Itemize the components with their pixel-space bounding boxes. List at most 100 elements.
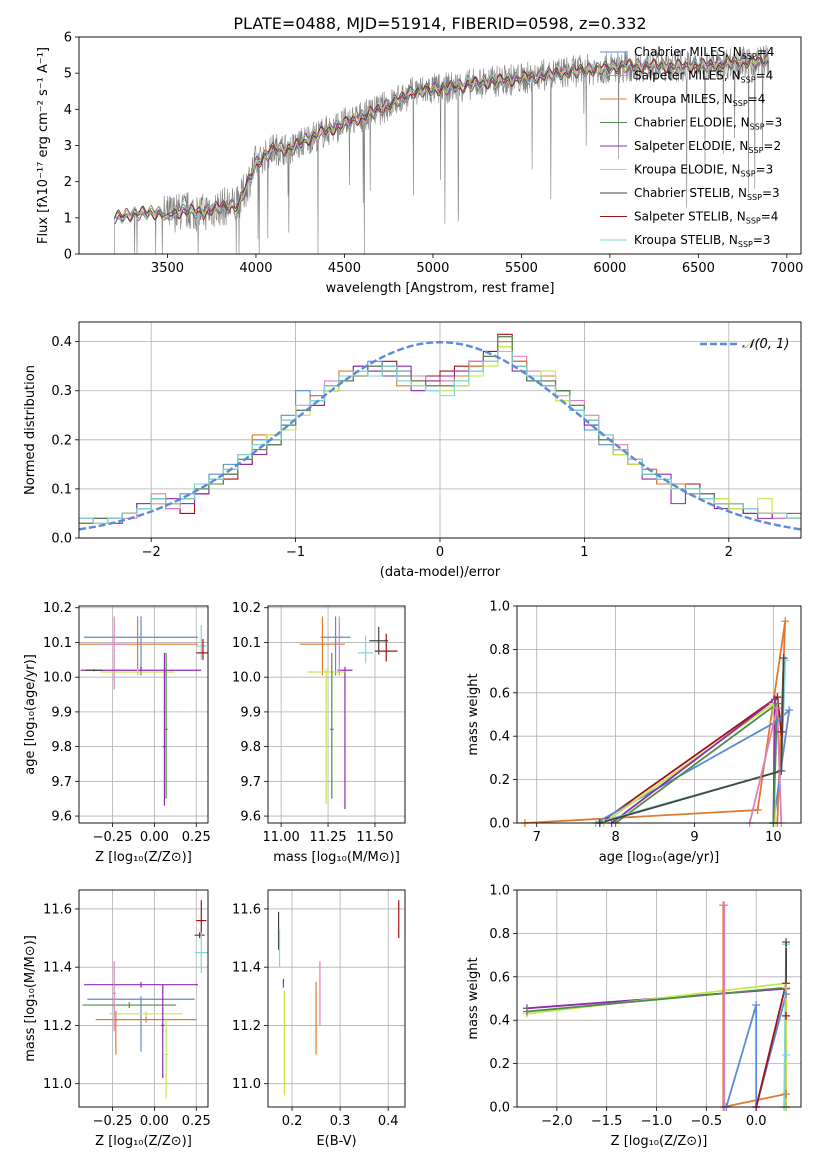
y-tick-label: 1 xyxy=(64,211,72,226)
plot-area xyxy=(299,616,398,810)
x-tick-label: −0.25 xyxy=(93,1114,133,1129)
y-tick-label: 11.4 xyxy=(232,961,261,976)
plot-area xyxy=(79,333,801,531)
axes-frame xyxy=(516,605,802,824)
axes-frame xyxy=(78,605,209,824)
x-tick-label: 0 xyxy=(436,545,444,560)
x-tick-label: 0.3 xyxy=(330,1114,351,1129)
marker xyxy=(785,706,794,715)
errorbar-point xyxy=(85,669,103,672)
mass-weight-line xyxy=(722,905,787,1107)
x-axis-label: wavelength [Angstrom, rest frame] xyxy=(326,281,555,296)
axes-frame xyxy=(516,889,802,1108)
axes-frame xyxy=(267,605,406,824)
x-tick-label: 1 xyxy=(580,545,588,560)
marker xyxy=(782,1089,791,1098)
marker xyxy=(781,617,790,626)
y-axis-label: Flux [fλ10⁻¹⁷ erg cm⁻² s⁻¹ A⁻¹] xyxy=(36,47,51,244)
y-tick-label: 9.9 xyxy=(51,705,72,720)
y-tick-label: 9.8 xyxy=(240,740,261,755)
y-axis-label: mass weight xyxy=(466,957,481,1039)
y-axis-label: Normed distribution xyxy=(23,365,38,495)
x-tick-label: 11.00 xyxy=(263,830,300,845)
x-tick-label: −0.5 xyxy=(691,1114,723,1129)
y-tick-label: 0.0 xyxy=(489,817,510,832)
y-tick-label: 0.4 xyxy=(489,730,510,745)
mass-weight-line xyxy=(615,701,779,823)
legend-label: Salpeter STELIB, NSSP=4 xyxy=(634,210,778,226)
legend-label: Chabrier STELIB, NSSP=3 xyxy=(634,186,780,202)
marker xyxy=(752,1001,761,1010)
x-tick-label: 4500 xyxy=(328,261,361,276)
model-line xyxy=(115,53,770,221)
plot-area xyxy=(524,621,791,823)
model-line xyxy=(114,53,769,224)
mass-weight-line xyxy=(595,660,787,823)
panel-mass-vs-Z: −0.25 0.00 0.25 11.0 11.2 11.4 11.6 Z [log₁₀(Z/… xyxy=(23,889,211,1149)
legend-label: Kroupa ELODIE, NSSP=3 xyxy=(634,163,773,179)
legend-label: Chabrier ELODIE, NSSP=3 xyxy=(634,116,782,132)
x-tick-label: 4000 xyxy=(239,261,272,276)
marker xyxy=(782,1011,791,1020)
x-tick-label: 0.25 xyxy=(182,830,211,845)
marker xyxy=(522,1007,531,1016)
gaussian-curve xyxy=(79,340,801,531)
histogram-step xyxy=(79,350,801,524)
x-tick-label: 5500 xyxy=(505,261,538,276)
x-tick-label: 0.4 xyxy=(378,1114,399,1129)
mass-weight-line xyxy=(526,982,787,1015)
y-tick-label: 10.2 xyxy=(43,601,72,616)
y-tick-label: 10.2 xyxy=(232,601,261,616)
panel-residuals: −2 −1 0 1 2 0.0 0.1 0.2 0.3 0.4 (data-model)/error… xyxy=(23,321,802,580)
errorbar-point xyxy=(79,616,198,676)
marker xyxy=(779,654,788,663)
legend-label: Salpeter ELODIE, NSSP=2 xyxy=(634,139,781,155)
y-tick-label: 0.6 xyxy=(489,970,510,985)
y-tick-label: 4 xyxy=(64,103,72,118)
x-tick-label: 11.50 xyxy=(356,830,393,845)
y-tick-label: 1.0 xyxy=(489,600,510,615)
marker xyxy=(770,695,779,704)
errorbar-point xyxy=(84,981,198,988)
panel-spectrum: 3500 4000 4500 5000 5500 6000 6500 7000 0 1 2 3 4 5 6 w… xyxy=(36,31,803,297)
y-tick-label: 11.2 xyxy=(43,1019,72,1034)
y-tick-label: 0.6 xyxy=(489,686,510,701)
x-tick-label: 3500 xyxy=(151,261,184,276)
mass-weight-line xyxy=(611,697,776,823)
marker xyxy=(781,656,790,665)
errorbar-point xyxy=(337,666,353,810)
panel-mass-weight-vs-age: 7 8 9 10 0.0 0.2 0.4 0.6 0.8 1.0 age [log₁₀(age/yr… xyxy=(466,600,802,865)
errorbar-point xyxy=(100,616,128,690)
legend-label: Salpeter MILES, NSSP=4 xyxy=(634,69,773,85)
x-tick-label: 7 xyxy=(533,830,541,845)
x-tick-label: 0.2 xyxy=(282,1114,303,1129)
plots: 3500 4000 4500 5000 5500 6000 6500 7000 0 1 2 3 4 5 6 w… xyxy=(23,31,803,1150)
y-tick-label: 10.0 xyxy=(43,671,72,686)
errorbar-point xyxy=(196,900,207,936)
x-tick-label: −0.25 xyxy=(93,830,133,845)
y-tick-label: 0.2 xyxy=(489,1057,510,1072)
x-axis-label: Z [log₁₀(Z/Z⊙)] xyxy=(611,1134,708,1149)
panel-mass-weight-vs-Z: −2.0 −1.5 −1.0 −0.5 0.0 0.0 0.2 0.4 0.6 0.8 1.0 Z [… xyxy=(466,884,802,1149)
y-tick-label: 11.0 xyxy=(232,1077,261,1092)
errorbar-point xyxy=(194,932,205,939)
axes-frame xyxy=(78,36,802,255)
y-tick-label: 1.0 xyxy=(489,884,510,899)
legend-label: Kroupa STELIB, NSSP=3 xyxy=(634,233,771,249)
errorbar-point xyxy=(82,1002,177,1008)
y-tick-label: 9.7 xyxy=(240,775,261,790)
y-axis-label: mass [log₁₀(M/M⊙)] xyxy=(23,935,38,1062)
y-tick-label: 6 xyxy=(64,31,72,46)
marker xyxy=(782,1050,791,1059)
x-tick-label: −2.0 xyxy=(541,1114,573,1129)
errorbar-point xyxy=(329,652,334,799)
errorbar-point xyxy=(307,668,345,804)
errorbar-point xyxy=(337,616,342,676)
marker xyxy=(782,983,791,992)
y-tick-label: 0.0 xyxy=(51,532,72,547)
y-tick-label: 0.4 xyxy=(489,1014,510,1029)
y-tick-label: 0.0 xyxy=(489,1101,510,1116)
marker xyxy=(777,766,786,775)
errorbar-point xyxy=(95,1016,197,1023)
